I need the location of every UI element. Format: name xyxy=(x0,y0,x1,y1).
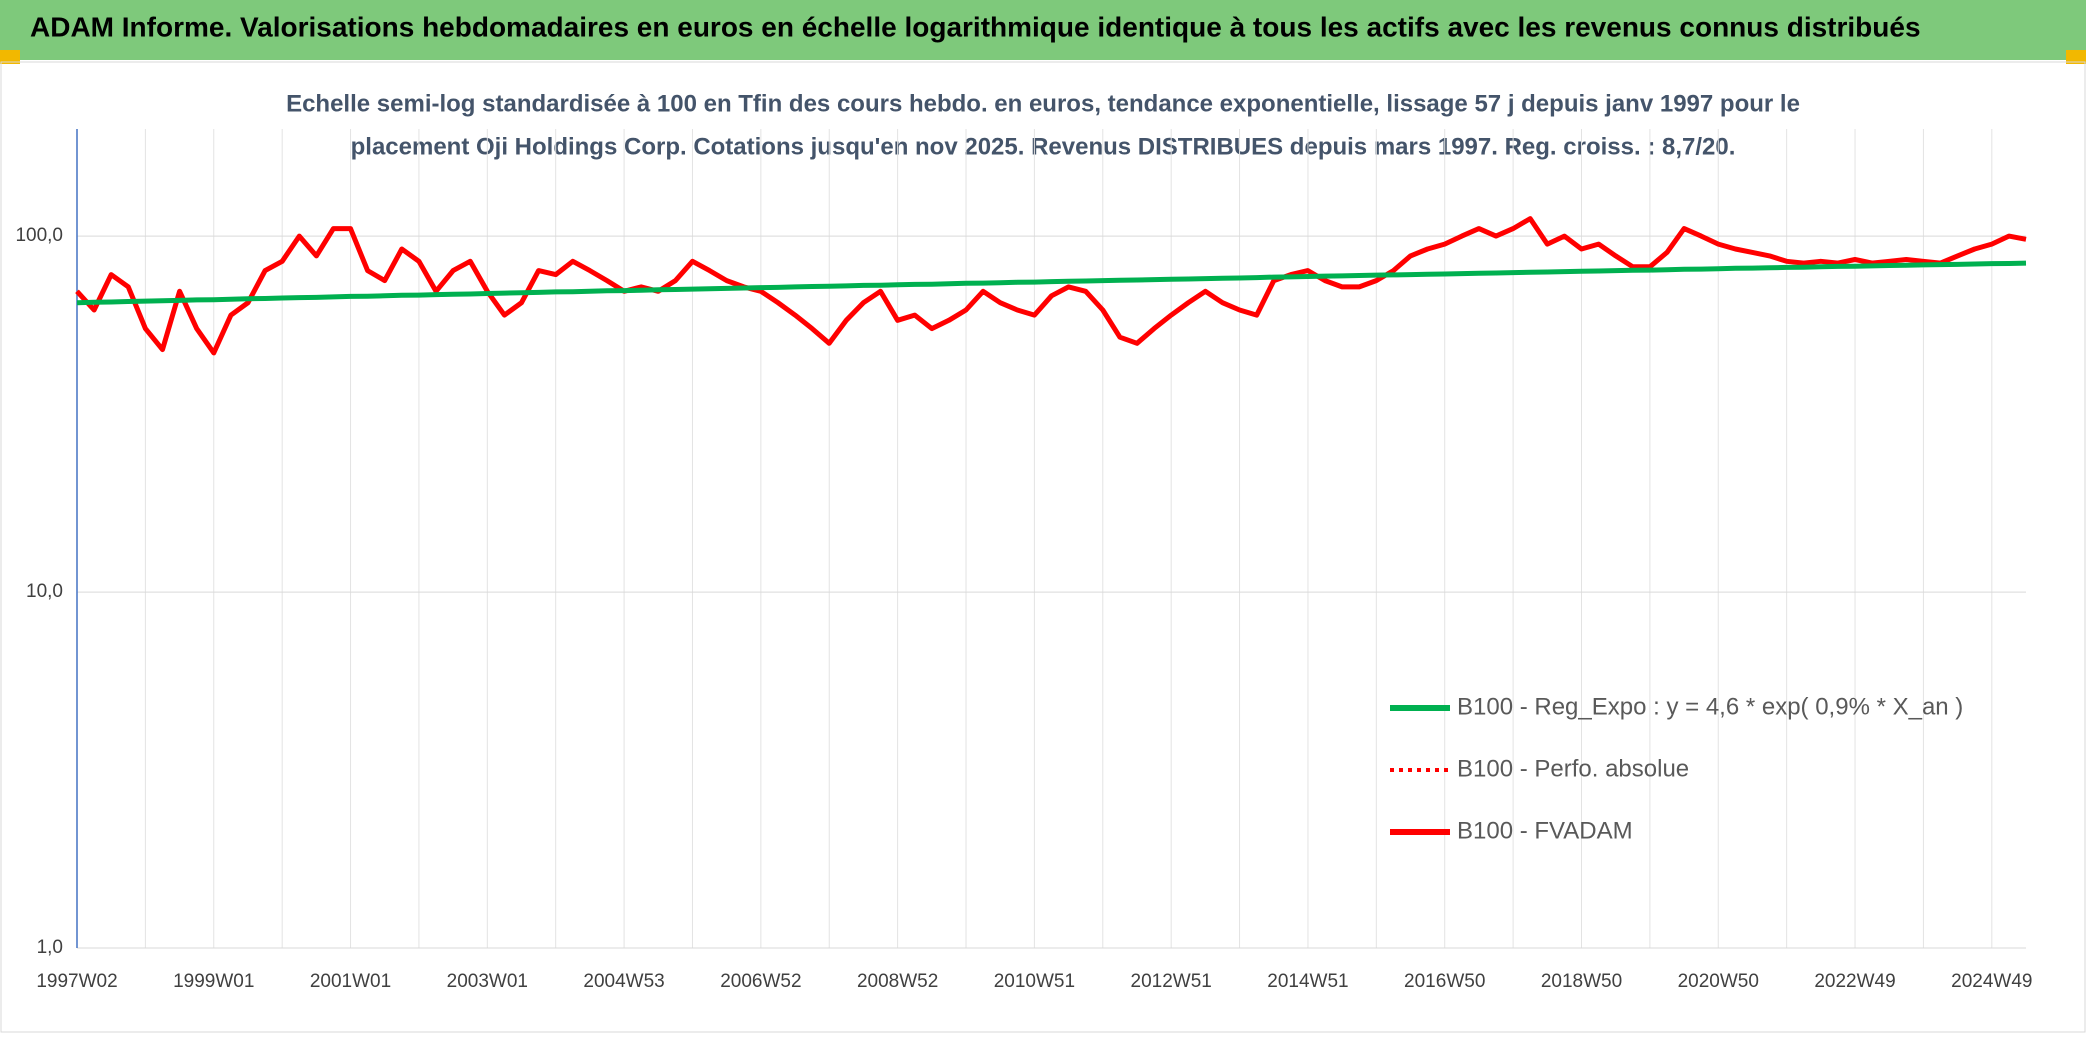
x-tick-label: 1999W01 xyxy=(173,971,254,992)
x-tick-label: 2006W52 xyxy=(720,971,801,992)
corner xyxy=(2066,50,2086,64)
x-tick-label: 2018W50 xyxy=(1541,971,1622,992)
legend-label: B100 - FVADAM xyxy=(1457,817,1633,844)
y-tick-label: 1,0 xyxy=(37,937,63,958)
series-line xyxy=(76,260,2027,306)
subtitle: Echelle semi-log standardisée à 100 en T… xyxy=(286,90,1800,117)
x-tick-label: 2003W01 xyxy=(447,971,528,992)
y-tick-label: 10,0 xyxy=(26,581,63,602)
y-tick-label: 100,0 xyxy=(15,225,63,246)
x-tick-label: 2014W51 xyxy=(1267,971,1348,992)
frame xyxy=(0,61,2086,1033)
legend-label: B100 - Reg_Expo : y = 4,6 * exp( 0,9% * … xyxy=(1457,693,1963,720)
corner xyxy=(0,50,20,64)
subtitle: placement Oji Holdings Corp. Cotations j… xyxy=(351,133,1736,160)
x-tick-label: 2008W52 xyxy=(857,971,938,992)
x-tick-label: 2001W01 xyxy=(310,971,391,992)
series-line xyxy=(75,216,2027,356)
header-bar xyxy=(0,0,2086,60)
x-tick-label: 2010W51 xyxy=(994,971,1075,992)
x-tick-label: 2020W50 xyxy=(1678,971,1759,992)
legend-label: B100 - Perfo. absolue xyxy=(1457,755,1689,782)
x-tick-label: 2022W49 xyxy=(1814,971,1895,992)
x-tick-label: 2012W51 xyxy=(1131,971,1212,992)
x-tick-label: 2016W50 xyxy=(1404,971,1485,992)
x-tick-label: 2024W49 xyxy=(1951,971,2032,992)
x-tick-label: 1997W02 xyxy=(36,971,117,992)
x-tick-label: 2004W53 xyxy=(583,971,664,992)
chart-title: ADAM Informe. Valorisations hebdomadaire… xyxy=(30,11,1921,42)
